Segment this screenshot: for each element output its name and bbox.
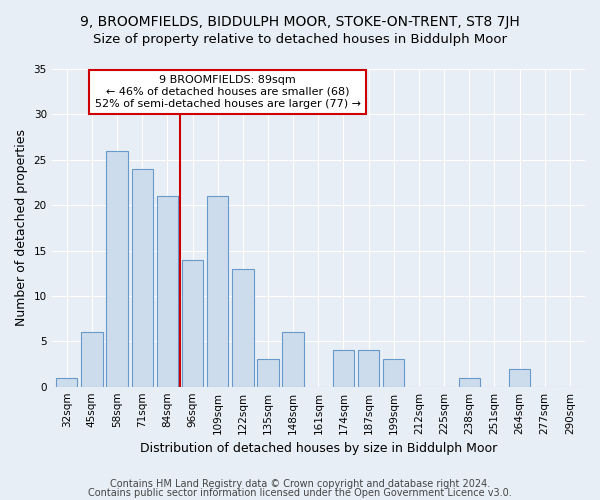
Bar <box>182 260 203 386</box>
Text: Contains HM Land Registry data © Crown copyright and database right 2024.: Contains HM Land Registry data © Crown c… <box>110 479 490 489</box>
Bar <box>509 368 530 386</box>
Bar <box>257 360 279 386</box>
Bar <box>207 196 229 386</box>
Bar <box>283 332 304 386</box>
Bar <box>131 169 153 386</box>
Bar <box>157 196 178 386</box>
Bar <box>458 378 480 386</box>
Text: 9 BROOMFIELDS: 89sqm
← 46% of detached houses are smaller (68)
52% of semi-detac: 9 BROOMFIELDS: 89sqm ← 46% of detached h… <box>95 76 361 108</box>
Bar <box>232 268 254 386</box>
Bar <box>106 150 128 386</box>
Bar <box>333 350 354 386</box>
Text: Size of property relative to detached houses in Biddulph Moor: Size of property relative to detached ho… <box>93 32 507 46</box>
X-axis label: Distribution of detached houses by size in Biddulph Moor: Distribution of detached houses by size … <box>140 442 497 455</box>
Bar <box>81 332 103 386</box>
Y-axis label: Number of detached properties: Number of detached properties <box>15 130 28 326</box>
Text: Contains public sector information licensed under the Open Government Licence v3: Contains public sector information licen… <box>88 488 512 498</box>
Bar <box>56 378 77 386</box>
Bar <box>383 360 404 386</box>
Text: 9, BROOMFIELDS, BIDDULPH MOOR, STOKE-ON-TRENT, ST8 7JH: 9, BROOMFIELDS, BIDDULPH MOOR, STOKE-ON-… <box>80 15 520 29</box>
Bar <box>358 350 379 386</box>
